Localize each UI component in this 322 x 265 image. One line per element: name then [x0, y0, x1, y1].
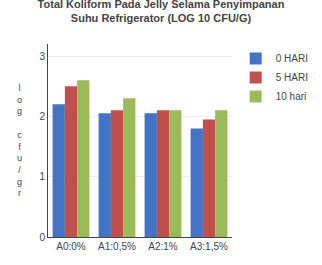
svg-text:A0:0%: A0:0%	[56, 241, 86, 252]
svg-text:2: 2	[39, 111, 45, 122]
svg-text:logcfu/gr: logcfu/gr	[17, 83, 22, 198]
svg-text:0: 0	[39, 232, 45, 243]
svg-text:A3:1,5%: A3:1,5%	[190, 241, 228, 252]
svg-text:10 hari: 10 hari	[276, 91, 307, 102]
svg-text:3: 3	[39, 51, 45, 62]
svg-text:Total Koliform Pada Jelly Sela: Total Koliform Pada Jelly Selama Penyimp…	[38, 0, 285, 24]
svg-text:5 HARI: 5 HARI	[276, 72, 308, 83]
svg-text:1: 1	[39, 171, 45, 182]
svg-text:A2:1%: A2:1%	[148, 241, 178, 252]
svg-text:A1:0,5%: A1:0,5%	[98, 241, 136, 252]
svg-text:0 HARI: 0 HARI	[276, 53, 308, 64]
